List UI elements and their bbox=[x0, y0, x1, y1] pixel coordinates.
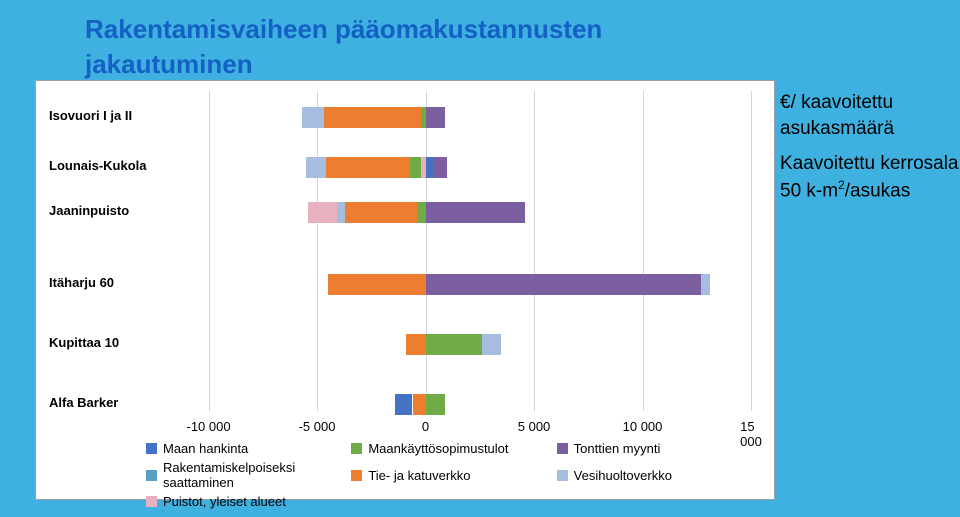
legend-label: Maan hankinta bbox=[163, 441, 248, 456]
y-axis-label: Alfa Barker bbox=[49, 395, 169, 410]
bar-segment bbox=[701, 274, 710, 295]
side-line-2: asukasmäärä bbox=[780, 116, 959, 142]
legend-swatch bbox=[351, 443, 362, 454]
bar-segment bbox=[417, 202, 426, 223]
legend-label: Vesihuoltoverkko bbox=[574, 468, 672, 483]
chart-row: Lounais-Kukola bbox=[176, 146, 751, 188]
chart-row: Isovuori I ja II bbox=[176, 96, 751, 138]
legend-label: Maankäyttösopimustulot bbox=[368, 441, 508, 456]
legend-swatch bbox=[557, 470, 568, 481]
legend-item: Tie- ja katuverkko bbox=[351, 460, 556, 490]
chart-legend: Maan hankinta Maankäyttösopimustulot Tontt… bbox=[146, 441, 762, 513]
chart-row: Kupittaa 10 bbox=[176, 323, 751, 365]
page-title: Rakentamisvaiheen pääomakustannusten jak… bbox=[85, 12, 602, 82]
legend-item: Rakentamiskelpoiseksi saattaminen bbox=[146, 460, 351, 490]
legend-swatch bbox=[146, 470, 157, 481]
bar-segment bbox=[302, 107, 324, 128]
gridline bbox=[751, 91, 752, 411]
legend-swatch bbox=[146, 443, 157, 454]
bar-segment bbox=[426, 107, 446, 128]
title-line-2: jakautuminen bbox=[85, 47, 602, 82]
side-line-1: €/ kaavoitettu bbox=[780, 90, 959, 116]
bar-segment bbox=[395, 394, 412, 415]
bar-segment bbox=[326, 157, 411, 178]
y-axis-label: Jaaninpuisto bbox=[49, 203, 169, 218]
y-axis-label: Isovuori I ja II bbox=[49, 108, 169, 123]
legend-row: Puistot, yleiset alueet bbox=[146, 494, 762, 509]
chart-row: Alfa Barker bbox=[176, 383, 751, 425]
bar-segment bbox=[413, 394, 426, 415]
title-line-1: Rakentamisvaiheen pääomakustannusten bbox=[85, 12, 602, 47]
legend-item: Puistot, yleiset alueet bbox=[146, 494, 361, 509]
bar-segment bbox=[410, 157, 421, 178]
legend-row: Maan hankinta Maankäyttösopimustulot Tontt… bbox=[146, 441, 762, 456]
legend-item: Vesihuoltoverkko bbox=[557, 460, 762, 490]
bar-segment bbox=[345, 202, 417, 223]
side-line-4: 50 k-m2/asukas bbox=[780, 177, 959, 204]
bar-segment bbox=[306, 157, 326, 178]
legend-item: Tonttien myynti bbox=[557, 441, 762, 456]
side-caption: €/ kaavoitettu asukasmäärä Kaavoitettu k… bbox=[780, 90, 959, 204]
bar-segment bbox=[406, 334, 426, 355]
legend-item: Maan hankinta bbox=[146, 441, 351, 456]
bar-segment bbox=[482, 334, 502, 355]
legend-swatch bbox=[146, 496, 157, 507]
legend-label: Tonttien myynti bbox=[574, 441, 661, 456]
legend-item: Maankäyttösopimustulot bbox=[351, 441, 556, 456]
y-axis-label: Lounais-Kukola bbox=[49, 158, 169, 173]
chart-plot: -10 000-5 00005 00010 00015 000Isovuori … bbox=[176, 91, 751, 411]
y-axis-label: Itäharju 60 bbox=[49, 275, 169, 290]
legend-label: Tie- ja katuverkko bbox=[368, 468, 470, 483]
bar-segment bbox=[308, 202, 336, 223]
chart-panel: -10 000-5 00005 00010 00015 000Isovuori … bbox=[35, 80, 775, 500]
bar-segment bbox=[328, 274, 426, 295]
side-line-3: Kaavoitettu kerrosala bbox=[780, 151, 959, 177]
y-axis-label: Kupittaa 10 bbox=[49, 335, 169, 350]
bar-segment bbox=[426, 394, 446, 415]
legend-row: Rakentamiskelpoiseksi saattaminen Tie- ja… bbox=[146, 460, 762, 490]
bar-segment bbox=[426, 274, 702, 295]
chart-row: Jaaninpuisto bbox=[176, 191, 751, 233]
chart-row: Itäharju 60 bbox=[176, 263, 751, 305]
legend-swatch bbox=[351, 470, 362, 481]
bar-segment bbox=[426, 202, 526, 223]
legend-label: Puistot, yleiset alueet bbox=[163, 494, 286, 509]
bar-segment bbox=[337, 202, 346, 223]
legend-swatch bbox=[557, 443, 568, 454]
legend-label: Rakentamiskelpoiseksi saattaminen bbox=[163, 460, 351, 490]
bar-segment bbox=[426, 334, 482, 355]
bar-segment bbox=[434, 157, 447, 178]
bar-segment bbox=[324, 107, 422, 128]
bar-segment bbox=[426, 157, 435, 178]
